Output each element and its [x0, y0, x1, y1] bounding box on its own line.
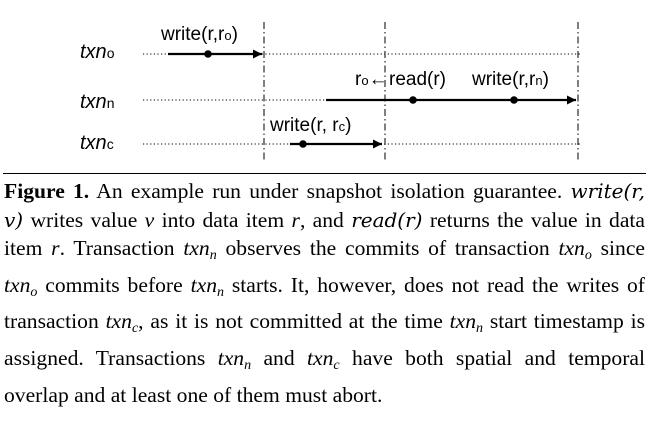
snapshot-isolation-diagram: txno txnn txnc write(r,ro) ro← read(r) w… [80, 22, 580, 160]
point-write-c [299, 140, 307, 148]
lane-label-txn-c: txnc [80, 132, 114, 154]
label-write-n: write(r,rn) [471, 69, 549, 90]
lane-label-txn-n: txnn [80, 91, 114, 113]
caption-rule [3, 173, 646, 174]
read-function: read(r) [351, 207, 423, 232]
point-read [409, 96, 417, 104]
label-write-o: write(r,ro) [160, 24, 238, 45]
lane-label-txn-o: txno [80, 41, 115, 63]
label-read: read(r) [389, 69, 446, 90]
label-write-c: write(r, rc) [269, 115, 351, 136]
label-r-o-returned: ro← [355, 69, 388, 90]
write-function: write(r, v) [4, 179, 645, 232]
point-write-o [204, 50, 212, 58]
figure-label: Figure 1. [4, 179, 90, 203]
figure-caption: Figure 1. An example run under snapshot … [4, 179, 646, 407]
point-write-n [510, 96, 518, 104]
